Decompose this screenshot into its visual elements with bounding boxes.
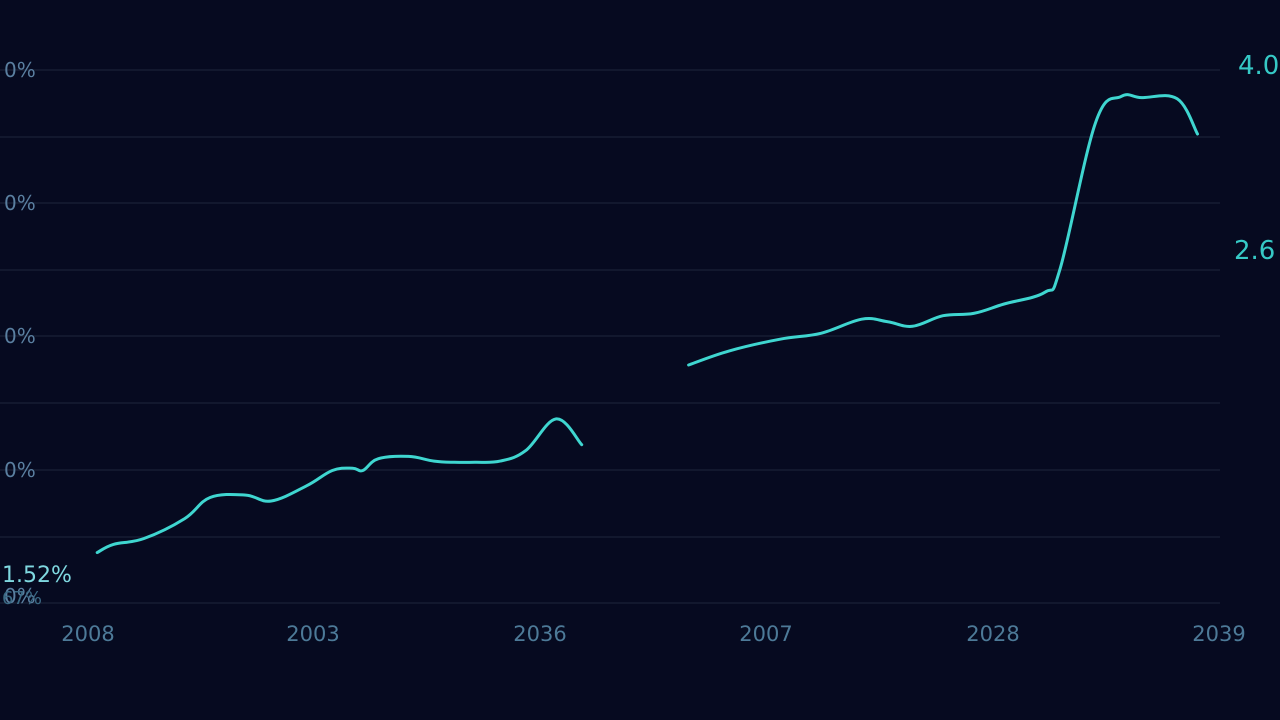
series-lines [95,93,1199,555]
end-value-callout: 4.0 [1238,51,1279,81]
series-line-segment [687,93,1199,367]
x-axis-ticks: 2008 2003 2036 2007 2028 2039 [61,622,1245,646]
annotations: 1.52% 67% 2.6 4.0 [2,51,1279,609]
start-sub-label: 67% [2,588,42,609]
x-tick-label: 2007 [739,622,792,646]
x-tick-label: 2039 [1192,622,1245,646]
x-tick-label: 2028 [966,622,1019,646]
x-tick-label: 2036 [513,622,566,646]
y-tick-label: 0% [4,58,36,82]
y-tick-label: 0% [4,191,36,215]
mid-value-callout: 2.6 [1234,236,1275,266]
y-tick-label: 0% [4,458,36,482]
y-axis-ticks: 0% 0% 0% 0% 0% [4,58,36,608]
y-tick-label: 0% [4,584,36,608]
series-line-segment [95,417,584,555]
x-tick-label: 2008 [61,622,114,646]
y-tick-label: 0% [4,324,36,348]
start-value-label: 1.52% [2,563,72,588]
gridlines [0,69,1220,604]
x-tick-label: 2003 [286,622,339,646]
